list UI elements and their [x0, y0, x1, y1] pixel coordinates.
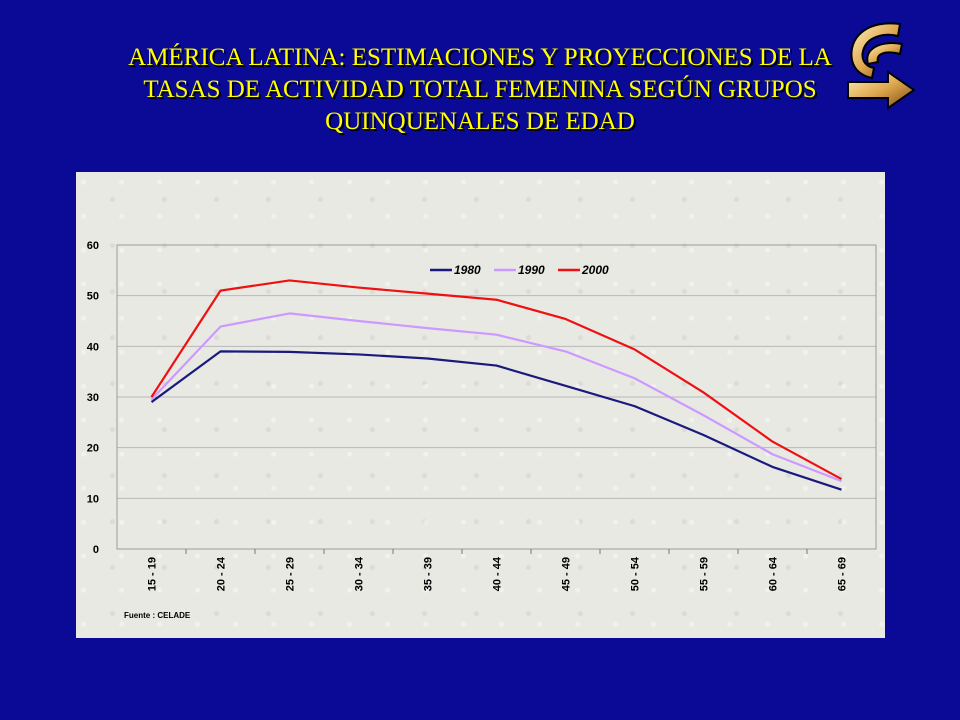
- x-tick-label: 15 - 19: [147, 557, 159, 591]
- line-chart: 0 10 20 30 40 50 60 15 - 19 20 - 24 25 - 29 30 - …: [87, 240, 877, 620]
- y-tick-label: 60: [87, 240, 99, 252]
- series-line-1990: [150, 312, 842, 483]
- plot-area-frame: [116, 244, 877, 550]
- x-tick-label: 55 - 59: [699, 557, 711, 591]
- y-axis-ticks: 0 10 20 30 40 50 60: [87, 240, 99, 556]
- x-tick-label: 35 - 39: [423, 557, 435, 591]
- y-tick-label: 10: [87, 493, 99, 505]
- legend-label: 2000: [581, 263, 609, 277]
- y-tick-label: 0: [93, 544, 99, 556]
- x-tick-label: 60 - 64: [768, 556, 780, 591]
- chart-panel: 0 10 20 30 40 50 60 15 - 19 20 - 24 25 - 29 30 - …: [76, 172, 885, 638]
- x-tick-label: 30 - 34: [354, 556, 366, 591]
- curved-arrow-logo-icon: [838, 18, 922, 110]
- series-line-2000: [150, 279, 843, 481]
- x-tick-label: 40 - 44: [492, 556, 504, 591]
- title-line-2: TASAS DE ACTIVIDAD TOTAL FEMENINA SEGÚN …: [143, 76, 817, 103]
- slide-title: AMÉRICA LATINA: ESTIMACIONES Y PROYECCIO…: [60, 42, 900, 138]
- y-tick-label: 40: [87, 341, 99, 353]
- source-note: Fuente : CELADE: [124, 611, 191, 620]
- x-tick-label: 20 - 24: [216, 556, 228, 591]
- series-line-1980: [150, 350, 842, 491]
- legend-label: 1980: [454, 263, 481, 277]
- title-line-3: QUINQUENALES DE EDAD: [325, 108, 635, 135]
- gridlines: [117, 295, 876, 499]
- y-tick-label: 50: [87, 291, 99, 303]
- y-tick-label: 30: [87, 392, 99, 404]
- x-tick-label: 65 - 69: [837, 557, 849, 591]
- y-tick-label: 20: [87, 443, 99, 455]
- series-lines: [150, 279, 843, 491]
- legend: 1980 1990 2000: [430, 263, 609, 277]
- title-line-1: AMÉRICA LATINA: ESTIMACIONES Y PROYECCIO…: [128, 44, 832, 71]
- x-tick-label: 50 - 54: [630, 556, 642, 591]
- x-tick-label: 45 - 49: [561, 557, 573, 591]
- legend-label: 1990: [518, 263, 545, 277]
- x-tick-label: 25 - 29: [285, 557, 297, 591]
- x-axis-ticks: 15 - 19 20 - 24 25 - 29 30 - 34 35 - 39 40 - …: [147, 549, 849, 591]
